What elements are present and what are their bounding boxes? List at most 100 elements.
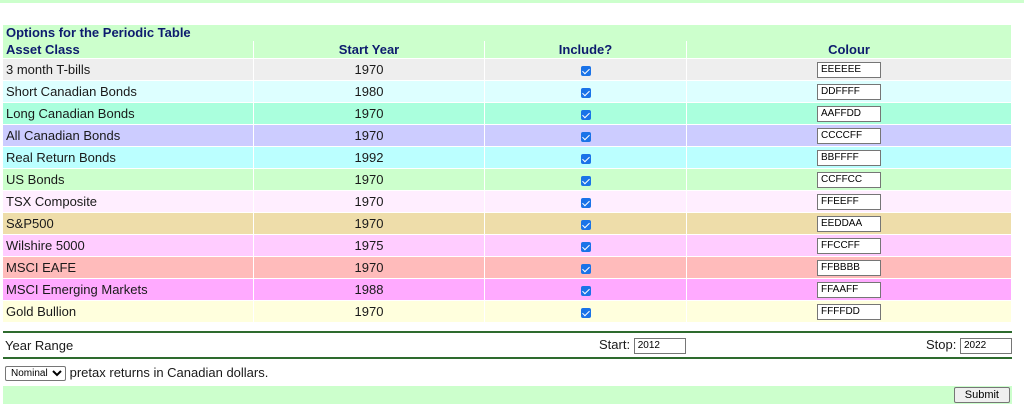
- asset-class-cell: Short Canadian Bonds: [3, 81, 254, 103]
- colour-cell: [687, 59, 1013, 81]
- asset-class-cell: Long Canadian Bonds: [3, 103, 254, 125]
- colour-input[interactable]: [817, 303, 882, 320]
- asset-class-cell: All Canadian Bonds: [3, 125, 254, 147]
- colour-input[interactable]: [817, 237, 882, 254]
- include-checkbox[interactable]: [580, 241, 591, 252]
- colour-input[interactable]: [817, 61, 882, 78]
- include-cell: [485, 213, 687, 235]
- asset-class-cell: Wilshire 5000: [3, 235, 254, 257]
- year-range-label: Year Range: [5, 338, 74, 353]
- returns-description: pretax returns in Canadian dollars.: [69, 365, 269, 380]
- table-row: MSCI Emerging Markets 1988: [3, 279, 1013, 301]
- include-checkbox[interactable]: [580, 285, 591, 296]
- header-colour: Colour: [687, 41, 1013, 59]
- stop-label: Stop:: [926, 337, 957, 352]
- include-checkbox[interactable]: [580, 87, 591, 98]
- asset-class-cell: Real Return Bonds: [3, 147, 254, 169]
- colour-cell: [687, 81, 1013, 103]
- colour-input[interactable]: [817, 259, 882, 276]
- asset-class-cell: MSCI EAFE: [3, 257, 254, 279]
- start-year-cell: 1975: [254, 235, 485, 257]
- start-label: Start:: [599, 337, 631, 352]
- colour-cell: [687, 301, 1013, 323]
- header-start-year: Start Year: [254, 41, 485, 59]
- include-checkbox[interactable]: [580, 263, 591, 274]
- start-year-cell: 1992: [254, 147, 485, 169]
- asset-class-cell: US Bonds: [3, 169, 254, 191]
- colour-cell: [687, 125, 1013, 147]
- include-cell: [485, 301, 687, 323]
- start-year-cell: 1970: [254, 125, 485, 147]
- start-year-cell: 1970: [254, 191, 485, 213]
- start-year-cell: 1970: [254, 59, 485, 81]
- include-checkbox[interactable]: [580, 307, 591, 318]
- submit-button[interactable]: Submit: [953, 387, 1010, 403]
- colour-cell: [687, 213, 1013, 235]
- header-include: Include?: [485, 41, 687, 59]
- asset-class-cell: TSX Composite: [3, 191, 254, 213]
- colour-cell: [687, 147, 1013, 169]
- colour-input[interactable]: [817, 105, 882, 122]
- asset-class-cell: S&P500: [3, 213, 254, 235]
- colour-cell: [687, 235, 1013, 257]
- include-checkbox[interactable]: [580, 131, 591, 142]
- include-checkbox[interactable]: [580, 65, 591, 76]
- start-year-cell: 1980: [254, 81, 485, 103]
- colour-input[interactable]: [817, 127, 882, 144]
- include-checkbox[interactable]: [580, 219, 591, 230]
- include-cell: [485, 147, 687, 169]
- colour-input[interactable]: [817, 193, 882, 210]
- table-title-row: Options for the Periodic Table: [3, 25, 1013, 41]
- options-table: Options for the Periodic Table Asset Cla…: [3, 25, 1013, 323]
- options-form: Options for the Periodic Table Asset Cla…: [3, 25, 1013, 323]
- start-year-group: Start:: [599, 337, 686, 354]
- start-year-input[interactable]: [633, 337, 686, 354]
- returns-mode-select[interactable]: Nominal: [5, 366, 66, 382]
- start-year-cell: 1988: [254, 279, 485, 301]
- table-row: S&P500 1970: [3, 213, 1013, 235]
- returns-mode-row: Nominal pretax returns in Canadian dolla…: [5, 365, 269, 382]
- table-row: Short Canadian Bonds 1980: [3, 81, 1013, 103]
- table-row: TSX Composite 1970: [3, 191, 1013, 213]
- table-title: Options for the Periodic Table: [3, 25, 1013, 41]
- include-cell: [485, 235, 687, 257]
- table-row: Gold Bullion 1970: [3, 301, 1013, 323]
- stop-year-input[interactable]: [960, 337, 1012, 354]
- colour-input[interactable]: [817, 149, 882, 166]
- colour-cell: [687, 279, 1013, 301]
- colour-cell: [687, 103, 1013, 125]
- submit-row: Submit: [3, 386, 1012, 404]
- include-cell: [485, 125, 687, 147]
- include-cell: [485, 191, 687, 213]
- asset-class-cell: 3 month T-bills: [3, 59, 254, 81]
- table-row: All Canadian Bonds 1970: [3, 125, 1013, 147]
- include-checkbox[interactable]: [580, 175, 591, 186]
- colour-input[interactable]: [817, 171, 882, 188]
- asset-class-cell: MSCI Emerging Markets: [3, 279, 254, 301]
- table-header-row: Asset Class Start Year Include? Colour: [3, 41, 1013, 59]
- include-cell: [485, 59, 687, 81]
- start-year-cell: 1970: [254, 301, 485, 323]
- colour-cell: [687, 257, 1013, 279]
- include-cell: [485, 257, 687, 279]
- colour-input[interactable]: [817, 83, 882, 100]
- asset-class-cell: Gold Bullion: [3, 301, 254, 323]
- table-row: Real Return Bonds 1992: [3, 147, 1013, 169]
- include-checkbox[interactable]: [580, 109, 591, 120]
- top-band: [0, 0, 1024, 3]
- include-cell: [485, 103, 687, 125]
- colour-input[interactable]: [817, 281, 882, 298]
- include-cell: [485, 81, 687, 103]
- include-checkbox[interactable]: [580, 153, 591, 164]
- table-row: MSCI EAFE 1970: [3, 257, 1013, 279]
- table-row: Long Canadian Bonds 1970: [3, 103, 1013, 125]
- include-cell: [485, 169, 687, 191]
- table-row: US Bonds 1970: [3, 169, 1013, 191]
- year-range-row: Year Range Start: Stop:: [3, 331, 1012, 359]
- table-row: 3 month T-bills 1970: [3, 59, 1013, 81]
- colour-input[interactable]: [817, 215, 882, 232]
- start-year-cell: 1970: [254, 213, 485, 235]
- include-checkbox[interactable]: [580, 197, 591, 208]
- start-year-cell: 1970: [254, 103, 485, 125]
- colour-cell: [687, 169, 1013, 191]
